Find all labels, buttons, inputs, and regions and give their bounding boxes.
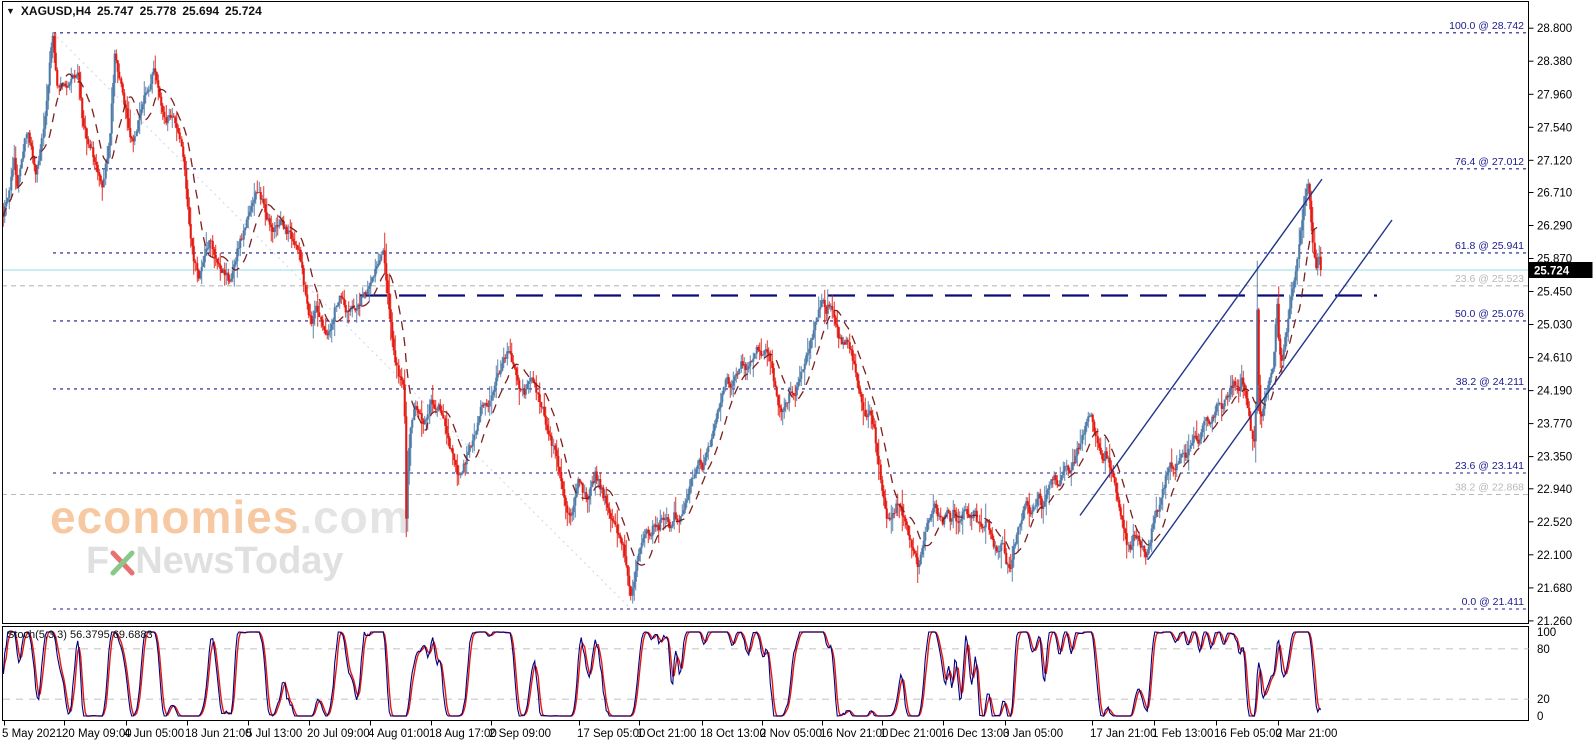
fib-level-label-5: 38.2 @ 24.211 (1456, 376, 1524, 388)
fib-level-label-1: 76.4 @ 27.012 (1455, 156, 1524, 168)
price-axis-label[interactable]: 21.260 (1537, 616, 1572, 628)
stoch-d-value: 69.6883 (112, 629, 153, 641)
price-axis-label[interactable]: 28.800 (1537, 23, 1572, 35)
stoch-axis-label[interactable]: 0 (1537, 711, 1543, 723)
time-axis-label[interactable]: 4 Aug 01:00 (368, 728, 429, 740)
fib-diagonal-line (52, 32, 632, 610)
time-axis-label[interactable]: 16 Feb 05:00 (1214, 728, 1282, 740)
stoch-panel-border (2, 626, 1529, 721)
stoch-axis-label[interactable]: 100 (1537, 627, 1556, 639)
stoch-signal-line (2, 630, 1322, 718)
fib-level-label-7: 38.2 @ 22.868 (1455, 482, 1524, 494)
time-axis-label[interactable]: 18 Aug 17:00 (429, 728, 497, 740)
price-axis-label[interactable]: 26.710 (1537, 188, 1572, 200)
price-axis-label[interactable]: 23.770 (1537, 419, 1572, 431)
down-candle-bodies (2, 35, 1322, 596)
current-price-tag-value: 25.724 (1534, 266, 1570, 278)
time-axis-label[interactable]: 20 May 09:00 (62, 728, 132, 740)
stochastic-indicator-label: Stoch(5,3,3) 56.3795 69.6883 (7, 629, 153, 641)
price-axis-label[interactable]: 23.350 (1537, 452, 1572, 464)
time-axis-label[interactable]: 16 Nov 21:00 (820, 728, 888, 740)
channel-lower-line (1147, 219, 1393, 561)
time-axis-label[interactable]: 17 Sep 05:00 (577, 728, 645, 740)
fx-cross-icon (110, 550, 135, 576)
price-axis-label[interactable]: 27.540 (1537, 122, 1572, 134)
price-axis-label[interactable]: 25.450 (1537, 287, 1572, 299)
watermark-brand: economies (50, 491, 300, 543)
ohlc-close: 25.724 (225, 4, 262, 18)
stoch-name: Stoch(5,3,3) (7, 629, 67, 641)
time-axis-label[interactable]: 2 Mar 21:00 (1276, 728, 1337, 740)
price-axis-label[interactable]: 24.190 (1537, 386, 1572, 398)
watermark-sub-prefix: F (86, 540, 110, 582)
symbol-dropdown-icon[interactable]: ▼ (6, 6, 15, 16)
chart-title-bar: ▼ XAGUSD,H4 25.747 25.778 25.694 25.724 (6, 4, 262, 18)
price-axis-label[interactable]: 27.960 (1537, 89, 1572, 101)
price-axis-label[interactable]: 28.380 (1537, 56, 1572, 68)
time-axis-label[interactable]: 17 Jan 21:00 (1090, 728, 1157, 740)
moving-average-line (2, 73, 1322, 566)
time-axis-label[interactable]: 5 May 2021 (2, 728, 62, 740)
up-candle-bodies (3, 35, 1321, 596)
fib-level-label-4: 50.0 @ 25.076 (1455, 308, 1524, 320)
watermark-sub-rest: NewsToday (135, 540, 344, 582)
watermark-brand-line: economies.com (50, 494, 411, 540)
time-axis-label[interactable]: 20 Jul 09:00 (307, 728, 370, 740)
price-axis-label[interactable]: 22.940 (1537, 484, 1572, 496)
ohlc-open: 25.747 (96, 4, 134, 18)
price-axis-label[interactable]: 26.290 (1537, 221, 1572, 233)
fib-level-label-8: 0.0 @ 21.411 (1462, 596, 1525, 608)
price-axis-label[interactable]: 22.520 (1537, 517, 1572, 529)
watermark: economies.com F NewsToday (50, 494, 411, 580)
time-axis-label[interactable]: 16 Dec 13:00 (941, 728, 1009, 740)
stoch-k-value: 56.3795 (69, 629, 110, 641)
time-axis-label[interactable]: 1 Oct 21:00 (637, 728, 696, 740)
price-axis-label[interactable]: 25.030 (1537, 320, 1572, 332)
stoch-main-line (2, 631, 1321, 717)
symbol-title: XAGUSD,H4 (20, 4, 91, 18)
fib-level-label-3: 23.6 @ 25.523 (1455, 273, 1524, 285)
time-axis-label[interactable]: 1 Dec 21:00 (880, 728, 942, 740)
time-axis-label[interactable]: 5 Jul 13:00 (246, 728, 302, 740)
price-axis-label[interactable]: 24.610 (1537, 353, 1572, 365)
price-axis-label[interactable]: 21.680 (1537, 583, 1572, 595)
time-axis-label[interactable]: 18 Jun 21:00 (185, 728, 252, 740)
fib-level-label-6: 23.6 @ 23.141 (1455, 460, 1524, 472)
ohlc-high: 25.778 (139, 4, 177, 18)
price-axis-label[interactable]: 22.100 (1537, 550, 1572, 562)
current-price-tag (1528, 262, 1593, 278)
watermark-subbrand-line: F NewsToday (86, 542, 411, 580)
time-axis-label[interactable]: 1 Feb 13:00 (1152, 728, 1213, 740)
time-axis-label[interactable]: 2 Nov 05:00 (760, 728, 822, 740)
fib-level-label-0: 100.0 @ 28.742 (1449, 20, 1524, 32)
time-axis-label[interactable]: 3 Jan 05:00 (1003, 728, 1063, 740)
time-axis-label[interactable]: 2 Sep 09:00 (489, 728, 551, 740)
stoch-axis-label[interactable]: 20 (1537, 694, 1550, 706)
time-axis-label[interactable]: 18 Oct 13:00 (700, 728, 766, 740)
watermark-suffix: .com (299, 491, 411, 543)
stoch-axis-label[interactable]: 80 (1537, 644, 1550, 656)
channel-upper-line (1079, 178, 1323, 516)
main-panel-border (2, 1, 1529, 624)
price-axis-label[interactable]: 27.120 (1537, 155, 1572, 167)
fib-level-label-2: 61.8 @ 25.941 (1455, 240, 1524, 252)
ohlc-low: 25.694 (182, 4, 220, 18)
time-axis-label[interactable]: 4 Jun 05:00 (124, 728, 184, 740)
